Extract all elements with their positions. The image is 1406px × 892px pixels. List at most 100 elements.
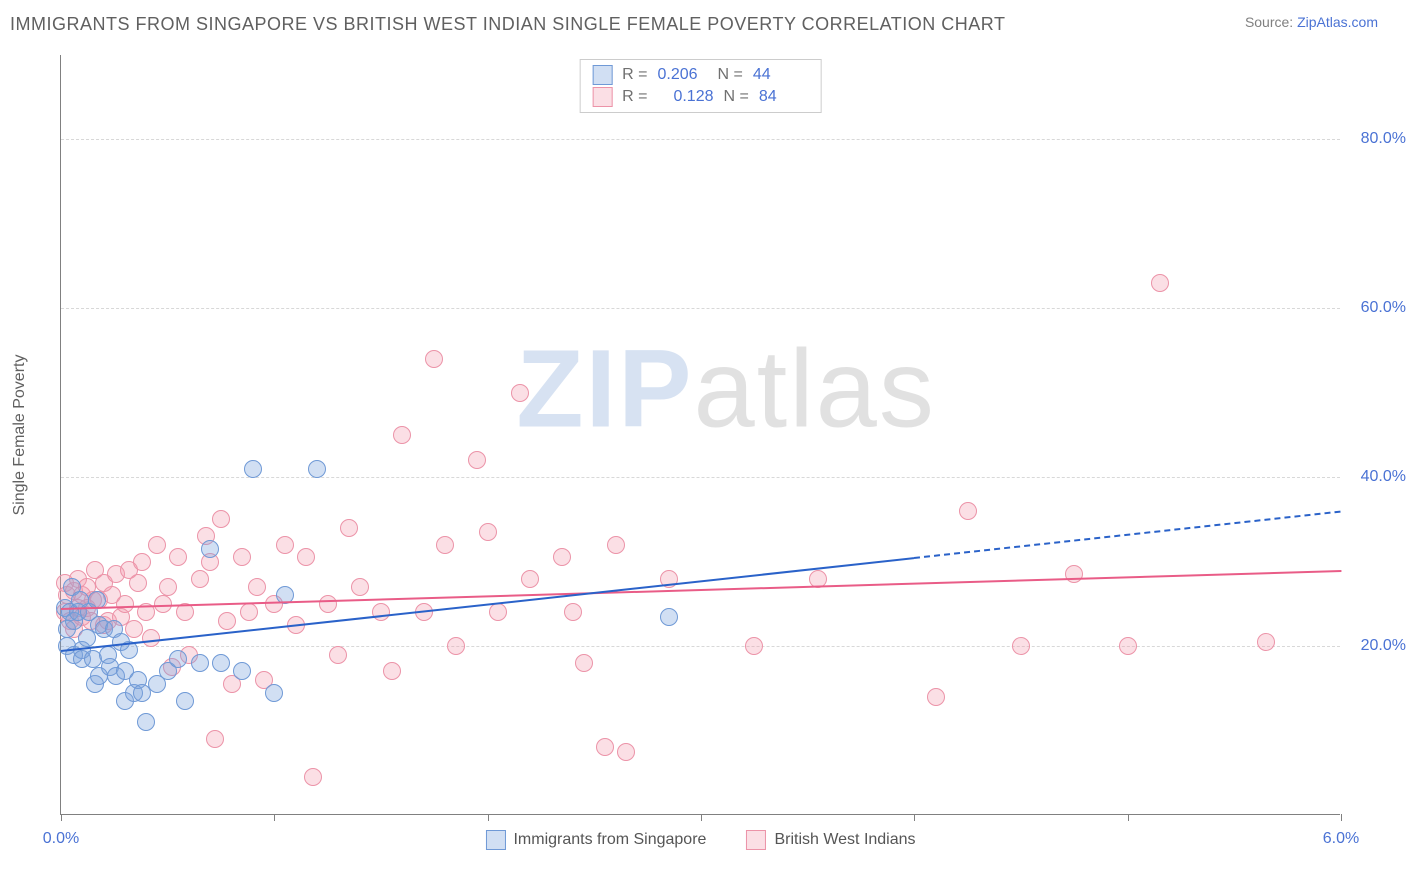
source-attribution: Source: ZipAtlas.com: [1245, 14, 1378, 30]
point-bwi: [233, 548, 251, 566]
point-singapore: [90, 667, 108, 685]
point-bwi: [564, 603, 582, 621]
point-bwi: [329, 646, 347, 664]
legend-label-singapore: Immigrants from Singapore: [513, 831, 706, 849]
point-bwi: [116, 595, 134, 613]
point-singapore: [265, 684, 283, 702]
point-bwi: [197, 527, 215, 545]
source-prefix: Source:: [1245, 14, 1293, 30]
point-singapore: [133, 684, 151, 702]
point-singapore: [244, 460, 262, 478]
point-bwi: [148, 536, 166, 554]
y-tick-label: 40.0%: [1361, 468, 1406, 486]
n-label: N =: [718, 66, 743, 84]
point-singapore: [129, 671, 147, 689]
y-tick-label: 80.0%: [1361, 130, 1406, 148]
point-bwi: [99, 612, 117, 630]
point-bwi: [248, 578, 266, 596]
point-bwi: [393, 426, 411, 444]
point-bwi: [223, 675, 241, 693]
point-bwi: [468, 451, 486, 469]
point-bwi: [351, 578, 369, 596]
watermark: ZIPatlas: [516, 325, 935, 452]
n-value-bwi: 84: [759, 88, 809, 106]
point-bwi: [95, 574, 113, 592]
legend-swatch-singapore: [485, 830, 505, 850]
point-bwi: [297, 548, 315, 566]
point-singapore: [78, 629, 96, 647]
point-singapore: [86, 675, 104, 693]
point-bwi: [479, 523, 497, 541]
point-bwi: [120, 561, 138, 579]
r-label: R =: [622, 88, 647, 106]
scatter-plot: ZIPatlas R = 0.206 N = 44 R = 0.128 N = …: [60, 55, 1340, 815]
plot-container: Single Female Poverty ZIPatlas R = 0.206…: [50, 55, 1360, 815]
point-bwi: [436, 536, 454, 554]
point-singapore: [105, 620, 123, 638]
point-bwi: [65, 582, 83, 600]
point-singapore: [137, 713, 155, 731]
point-bwi: [191, 570, 209, 588]
point-singapore: [90, 616, 108, 634]
point-bwi: [218, 612, 236, 630]
point-singapore: [63, 578, 81, 596]
point-singapore: [191, 654, 209, 672]
point-singapore: [201, 540, 219, 558]
point-singapore: [69, 603, 87, 621]
x-tick: [488, 814, 489, 821]
point-singapore: [58, 620, 76, 638]
point-singapore: [65, 612, 83, 630]
point-singapore: [125, 684, 143, 702]
point-bwi: [58, 586, 76, 604]
point-singapore: [660, 608, 678, 626]
n-label: N =: [724, 88, 749, 106]
point-bwi: [169, 548, 187, 566]
point-bwi: [1257, 633, 1275, 651]
x-tick: [1341, 814, 1342, 821]
point-singapore: [71, 591, 89, 609]
legend-label-bwi: British West Indians: [774, 831, 915, 849]
gridline: [61, 139, 1340, 140]
point-singapore: [159, 662, 177, 680]
gridline: [61, 308, 1340, 309]
point-bwi: [107, 565, 125, 583]
point-bwi: [103, 586, 121, 604]
point-singapore: [116, 662, 134, 680]
series-legend: Immigrants from Singapore British West I…: [485, 830, 915, 850]
point-singapore: [212, 654, 230, 672]
point-bwi: [65, 620, 83, 638]
source-link[interactable]: ZipAtlas.com: [1297, 14, 1378, 30]
point-bwi: [73, 608, 91, 626]
point-bwi: [255, 671, 273, 689]
point-singapore: [61, 603, 79, 621]
point-singapore: [116, 692, 134, 710]
point-bwi: [425, 350, 443, 368]
point-bwi: [78, 578, 96, 596]
point-bwi: [265, 595, 283, 613]
swatch-bwi: [592, 87, 612, 107]
point-bwi: [959, 502, 977, 520]
point-bwi: [927, 688, 945, 706]
x-tick: [274, 814, 275, 821]
legend-item-bwi: British West Indians: [746, 830, 915, 850]
correlation-legend: R = 0.206 N = 44 R = 0.128 N = 84: [579, 59, 822, 113]
chart-title: IMMIGRANTS FROM SINGAPORE VS BRITISH WES…: [10, 14, 1005, 35]
gridline: [61, 646, 1340, 647]
x-tick-label: 0.0%: [43, 830, 79, 848]
point-bwi: [240, 603, 258, 621]
trendline: [61, 570, 1341, 610]
point-singapore: [233, 662, 251, 680]
gridline: [61, 477, 1340, 478]
point-bwi: [206, 730, 224, 748]
point-bwi: [575, 654, 593, 672]
point-singapore: [101, 658, 119, 676]
y-tick-label: 20.0%: [1361, 637, 1406, 655]
y-tick-label: 60.0%: [1361, 299, 1406, 317]
x-tick-label: 6.0%: [1323, 830, 1359, 848]
point-bwi: [133, 553, 151, 571]
point-singapore: [84, 650, 102, 668]
x-tick: [1128, 814, 1129, 821]
point-singapore: [308, 460, 326, 478]
r-value-singapore: 0.206: [658, 66, 708, 84]
point-bwi: [56, 574, 74, 592]
